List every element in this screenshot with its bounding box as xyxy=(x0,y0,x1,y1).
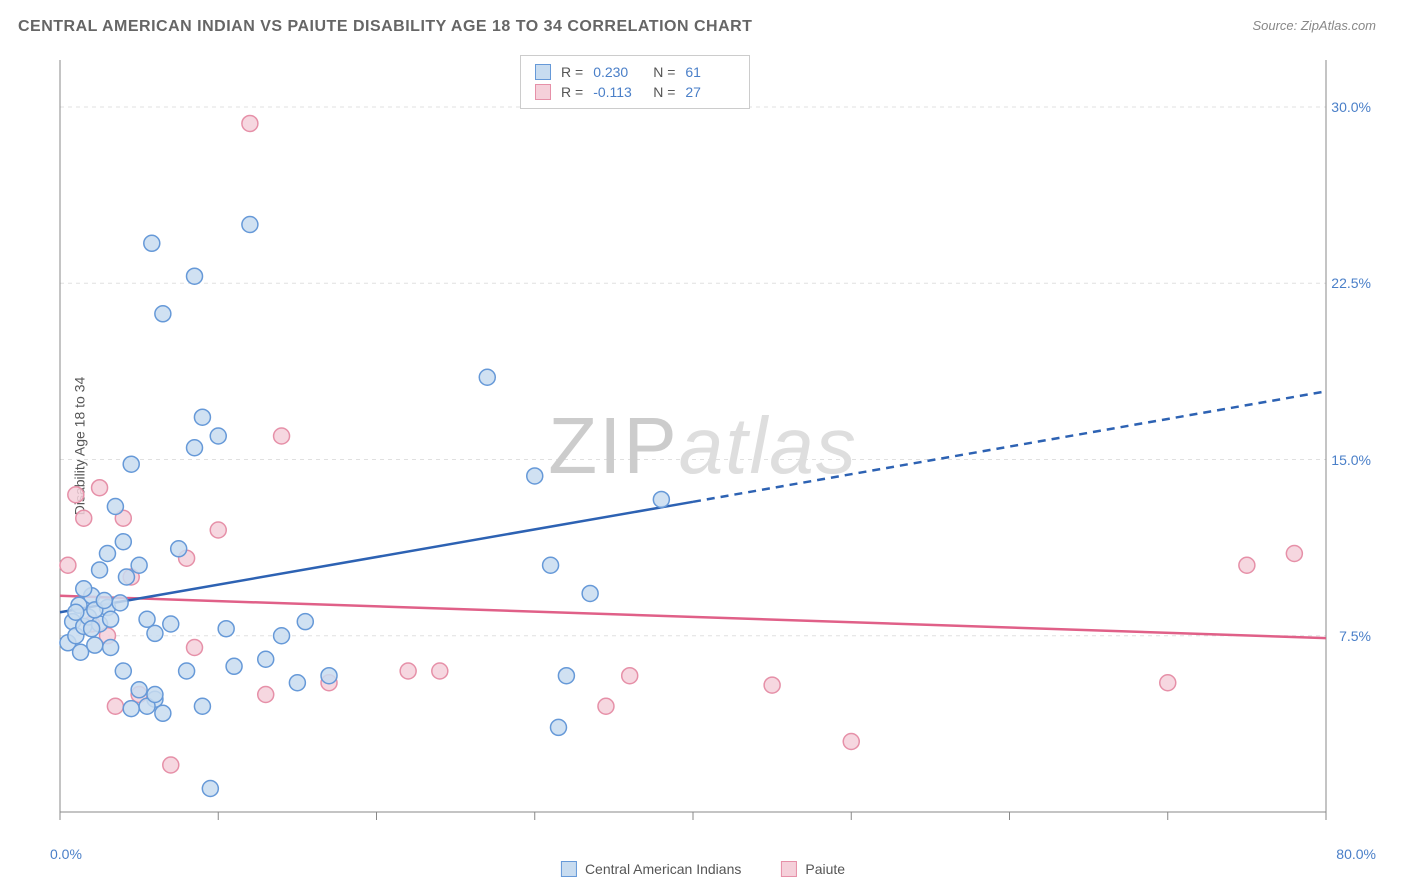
x-axis-min-label: 0.0% xyxy=(50,846,82,862)
scatter-plot xyxy=(50,50,1376,832)
legend-swatch-series1 xyxy=(561,861,577,877)
legend-label-series2: Paiute xyxy=(805,861,845,877)
y-axis-tick-label: 30.0% xyxy=(1331,99,1371,115)
stats-r-value-2: -0.113 xyxy=(593,84,643,100)
stats-swatch-series2 xyxy=(535,84,551,100)
stats-n-label-2: N = xyxy=(653,84,675,100)
stats-n-value-1: 61 xyxy=(685,64,735,80)
y-axis-tick-label: 7.5% xyxy=(1339,628,1371,644)
bottom-legend: Central American Indians Paiute xyxy=(561,861,845,877)
stats-r-label-2: R = xyxy=(561,84,583,100)
legend-item-series2: Paiute xyxy=(781,861,845,877)
stats-row-series2: R = -0.113 N = 27 xyxy=(535,82,735,102)
chart-title: CENTRAL AMERICAN INDIAN VS PAIUTE DISABI… xyxy=(18,18,752,36)
stats-row-series1: R = 0.230 N = 61 xyxy=(535,62,735,82)
stats-box: R = 0.230 N = 61 R = -0.113 N = 27 xyxy=(520,55,750,109)
stats-r-label-1: R = xyxy=(561,64,583,80)
x-axis-max-label: 80.0% xyxy=(1336,846,1376,862)
source-attribution: Source: ZipAtlas.com xyxy=(1252,18,1376,33)
stats-r-value-1: 0.230 xyxy=(593,64,643,80)
stats-n-value-2: 27 xyxy=(685,84,735,100)
stats-n-label-1: N = xyxy=(653,64,675,80)
y-axis-tick-label: 22.5% xyxy=(1331,275,1371,291)
legend-item-series1: Central American Indians xyxy=(561,861,741,877)
legend-label-series1: Central American Indians xyxy=(585,861,741,877)
y-axis-tick-label: 15.0% xyxy=(1331,452,1371,468)
stats-swatch-series1 xyxy=(535,64,551,80)
chart-container: CENTRAL AMERICAN INDIAN VS PAIUTE DISABI… xyxy=(0,0,1406,892)
legend-swatch-series2 xyxy=(781,861,797,877)
